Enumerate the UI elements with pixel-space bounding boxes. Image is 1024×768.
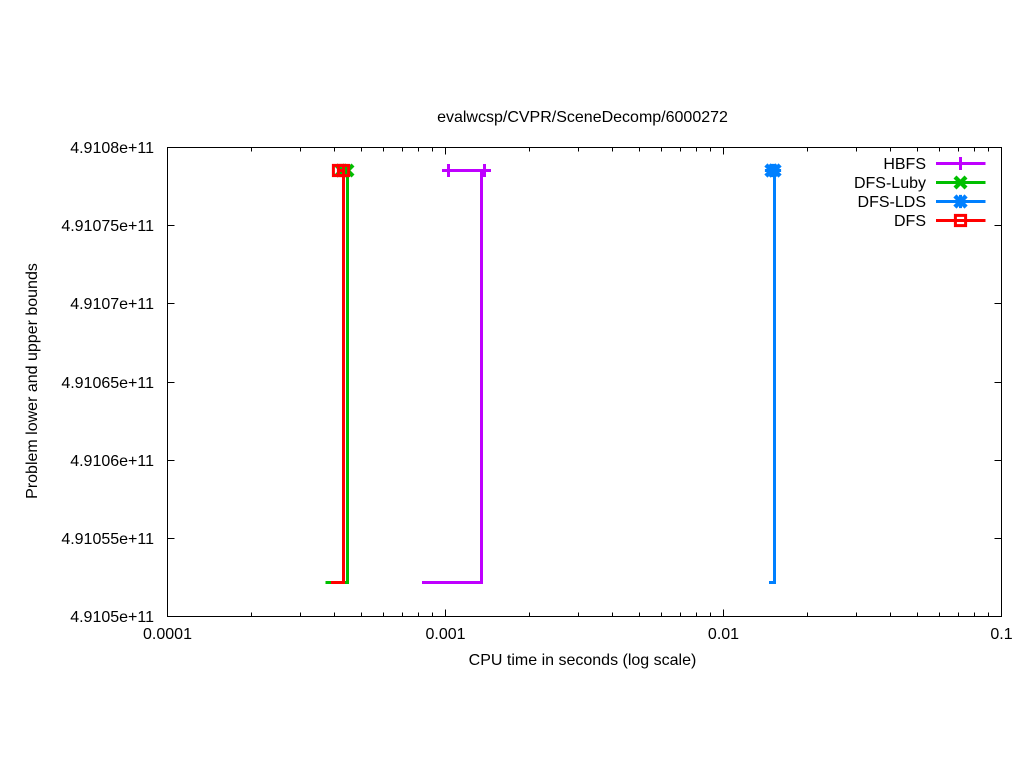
svg-text:4.91065e+11: 4.91065e+11 <box>61 375 154 392</box>
svg-text:4.9108e+11: 4.9108e+11 <box>70 140 154 157</box>
svg-text:4.91075e+11: 4.91075e+11 <box>61 218 154 235</box>
svg-text:0.0001: 0.0001 <box>143 626 192 643</box>
svg-text:0.1: 0.1 <box>990 626 1012 643</box>
svg-text:Problem lower and upper bounds: Problem lower and upper bounds <box>24 263 41 499</box>
svg-text:4.91055e+11: 4.91055e+11 <box>61 531 154 548</box>
svg-text:evalwcsp/CVPR/SceneDecomp/6000: evalwcsp/CVPR/SceneDecomp/6000272 <box>437 109 728 126</box>
svg-text:0.01: 0.01 <box>708 626 739 643</box>
svg-text:4.9106e+11: 4.9106e+11 <box>70 453 154 470</box>
svg-text:0.001: 0.001 <box>425 626 465 643</box>
svg-text:DFS: DFS <box>894 213 926 230</box>
svg-text:DFS-Luby: DFS-Luby <box>854 175 926 192</box>
svg-text:DFS-LDS: DFS-LDS <box>858 194 926 211</box>
svg-text:4.9105e+11: 4.9105e+11 <box>70 609 154 626</box>
svg-text:HBFS: HBFS <box>883 156 926 173</box>
svg-text:CPU time in seconds (log scale: CPU time in seconds (log scale) <box>469 652 697 669</box>
svg-text:4.9107e+11: 4.9107e+11 <box>70 296 154 313</box>
